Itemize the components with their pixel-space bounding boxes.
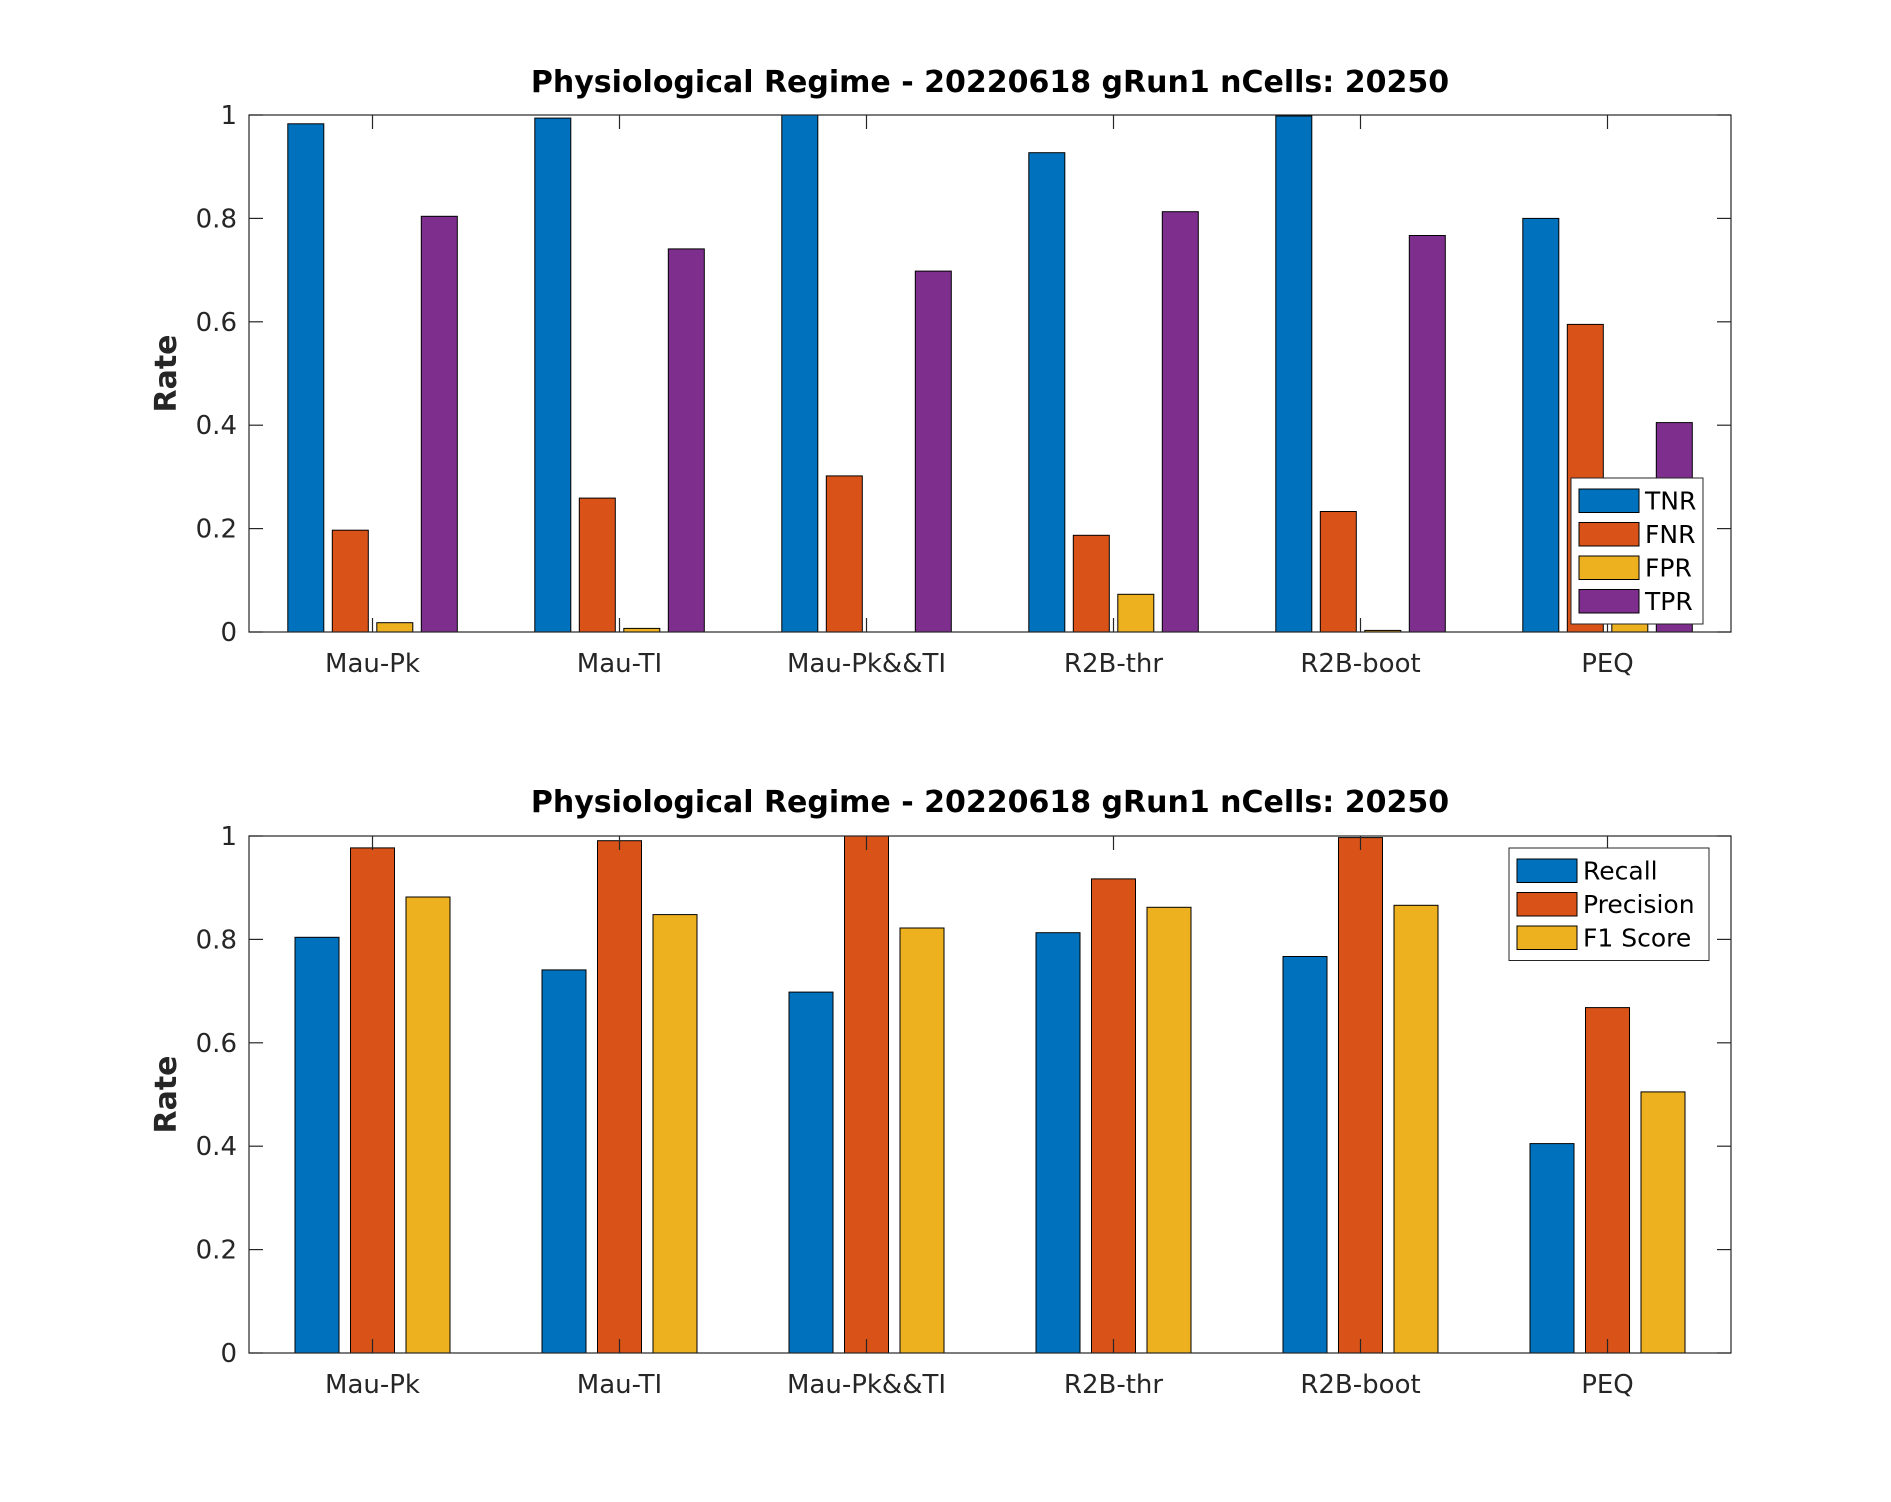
x-tick-label: Mau-Pk: [325, 649, 420, 679]
plot-area: [249, 836, 1731, 1353]
bar-tnr-1: [534, 117, 572, 633]
bar-f1-score-2: [899, 927, 945, 1354]
bar-precision-3: [1091, 878, 1136, 1354]
legend-swatch: [1578, 522, 1640, 547]
x-tick-label: Mau-TI: [577, 1370, 662, 1400]
legend: Recall Precision F1 Score: [1508, 847, 1710, 961]
bar-recall-2: [788, 991, 834, 1354]
bar-recall-1: [541, 969, 587, 1354]
x-tick-label: PEQ: [1581, 1370, 1634, 1400]
axes-box: [248, 114, 1732, 633]
legend-label: Precision: [1583, 890, 1695, 919]
bar-tpr-1: [667, 248, 705, 633]
y-tick-label: 0: [220, 618, 237, 648]
rates-chart: 0 0.2 0.4 0.6 0.8 1 Mau-Pk Mau-TI Mau-Pk&&TI R2B-…: [149, 65, 1732, 679]
bar-recall-0: [294, 936, 340, 1354]
bar-f1-score-0: [405, 896, 451, 1354]
y-tick-label: 0.6: [196, 308, 237, 338]
legend-label: FPR: [1645, 554, 1692, 583]
axes-box: [248, 835, 1732, 1354]
plot-area: [249, 115, 1731, 632]
bar-tnr-2: [781, 114, 819, 633]
y-tick-label: 1: [220, 101, 237, 131]
bar-precision-2: [844, 835, 889, 1354]
y-tick-label: 0.6: [196, 1029, 237, 1059]
legend-label: Recall: [1583, 857, 1658, 886]
x-tick-label: R2B-thr: [1064, 649, 1163, 679]
bar-tnr-0: [287, 123, 325, 633]
y-tick-label: 0: [220, 1339, 237, 1369]
legend-label: TNR: [1644, 487, 1696, 516]
x-tick-label: Mau-Pk: [325, 1370, 420, 1400]
bar-f1-score-4: [1393, 904, 1439, 1354]
legend-swatch: [1578, 555, 1640, 580]
legend-swatch: [1578, 488, 1640, 513]
y-tick-label: 0.4: [196, 1132, 237, 1162]
y-tick-label: 1: [220, 822, 237, 852]
bar-fnr-2: [825, 475, 863, 633]
bar-f1-score-3: [1146, 906, 1192, 1354]
bar-fpr-0: [376, 622, 414, 633]
bar-tnr-3: [1028, 152, 1066, 633]
x-tick-label: R2B-boot: [1300, 649, 1420, 679]
bar-fpr-3: [1117, 593, 1155, 633]
y-axis-label: Rate: [149, 334, 184, 412]
bar-f1-score-1: [652, 914, 698, 1354]
bar-precision-4: [1338, 837, 1383, 1354]
chart-title: Physiological Regime - 20220618 gRun1 nC…: [531, 65, 1449, 100]
chart-title: Physiological Regime - 20220618 gRun1 nC…: [531, 785, 1449, 820]
legend-label: FNR: [1645, 520, 1695, 549]
bar-tpr-4: [1408, 235, 1446, 633]
x-tick-label: PEQ: [1581, 649, 1634, 679]
bar-fnr-4: [1319, 511, 1357, 633]
legend-swatch: [1516, 925, 1578, 950]
bar-tpr-3: [1161, 211, 1199, 633]
bar-recall-5: [1529, 1143, 1575, 1354]
y-tick-label: 0.8: [196, 925, 237, 955]
bar-precision-0: [350, 847, 395, 1354]
legend-swatch: [1516, 858, 1578, 883]
bar-precision-1: [597, 840, 642, 1354]
legend-swatch: [1516, 892, 1578, 917]
y-tick-label: 0.8: [196, 204, 237, 234]
y-tick-label: 0.2: [196, 515, 237, 545]
bar-precision-5: [1585, 1007, 1630, 1354]
bar-f1-score-5: [1640, 1091, 1686, 1354]
legend-label: TPR: [1644, 587, 1693, 616]
x-tick-label: Mau-TI: [577, 649, 662, 679]
bar-fnr-0: [331, 529, 369, 633]
bar-recall-4: [1282, 956, 1328, 1354]
y-axis-label: Rate: [149, 1055, 184, 1133]
bar-recall-3: [1035, 932, 1081, 1354]
bar-tnr-4: [1275, 115, 1313, 633]
bar-tpr-0: [420, 215, 458, 633]
y-tick-label: 0.4: [196, 411, 237, 441]
legend-label: F1 Score: [1583, 924, 1691, 953]
legend-swatch: [1578, 589, 1640, 614]
x-tick-label: Mau-Pk&&TI: [787, 1370, 946, 1400]
bar-tpr-2: [914, 270, 952, 633]
x-tick-label: R2B-thr: [1064, 1370, 1163, 1400]
bar-fnr-1: [578, 497, 616, 633]
y-tick-label: 0.2: [196, 1236, 237, 1266]
bar-tnr-5: [1522, 217, 1560, 633]
x-tick-label: R2B-boot: [1300, 1370, 1420, 1400]
x-tick-label: Mau-Pk&&TI: [787, 649, 946, 679]
scores-chart: 0 0.2 0.4 0.6 0.8 1 Mau-Pk Mau-TI Mau-Pk&&TI R2B-…: [149, 785, 1732, 1400]
bar-fnr-3: [1072, 534, 1110, 633]
legend: TNR FNR FPR TPR: [1570, 477, 1704, 625]
